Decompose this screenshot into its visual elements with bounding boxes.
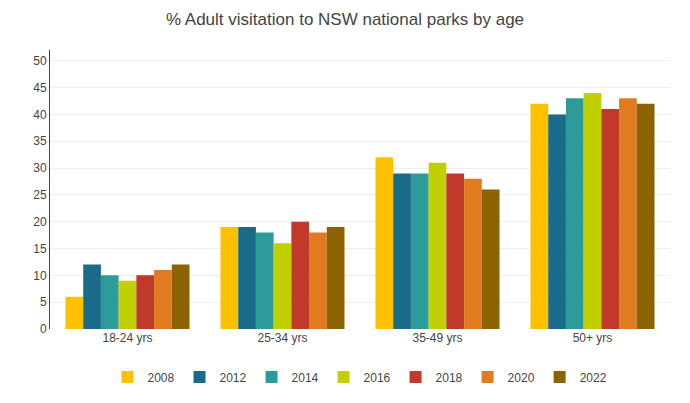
svg-text:0: 0 <box>40 322 47 336</box>
svg-text:15: 15 <box>33 242 47 256</box>
svg-text:18-24 yrs: 18-24 yrs <box>102 331 152 345</box>
svg-text:30: 30 <box>33 161 47 175</box>
svg-text:2008: 2008 <box>148 371 175 385</box>
svg-text:25: 25 <box>33 188 47 202</box>
svg-text:10: 10 <box>33 269 47 283</box>
svg-text:2014: 2014 <box>292 371 319 385</box>
svg-text:35-49 yrs: 35-49 yrs <box>412 331 462 345</box>
svg-text:20: 20 <box>33 215 47 229</box>
svg-text:40: 40 <box>33 108 47 122</box>
svg-text:2018: 2018 <box>436 371 463 385</box>
svg-text:2020: 2020 <box>508 371 535 385</box>
svg-text:2016: 2016 <box>364 371 391 385</box>
svg-text:2012: 2012 <box>220 371 247 385</box>
svg-text:5: 5 <box>40 295 47 309</box>
svg-text:50+ yrs: 50+ yrs <box>573 331 613 345</box>
svg-text:25-34 yrs: 25-34 yrs <box>257 331 307 345</box>
svg-text:45: 45 <box>33 81 47 95</box>
svg-text:% Adult visitation to NSW nati: % Adult visitation to NSW national parks… <box>166 10 524 29</box>
svg-text:2022: 2022 <box>580 371 607 385</box>
svg-text:50: 50 <box>33 54 47 68</box>
svg-text:35: 35 <box>33 134 47 148</box>
